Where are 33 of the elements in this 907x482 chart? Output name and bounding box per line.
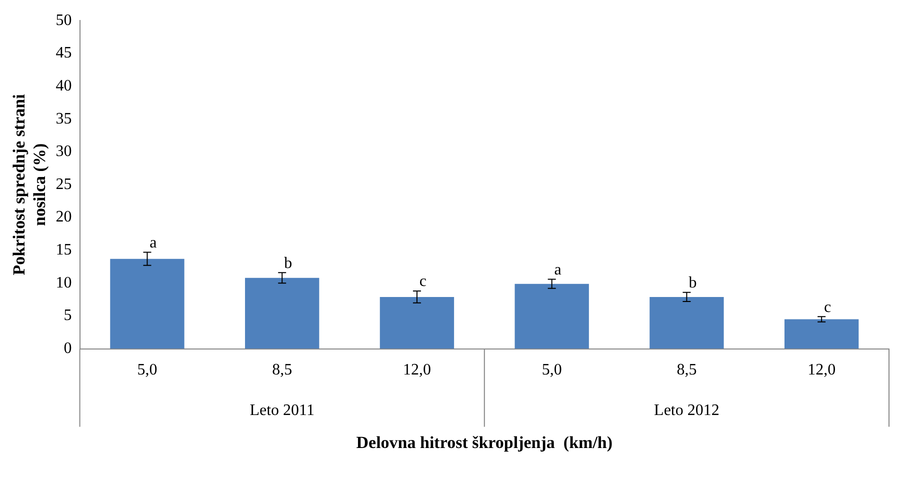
data-label: a bbox=[150, 234, 157, 252]
y-tick-label: 10 bbox=[56, 274, 72, 292]
data-label: c bbox=[419, 273, 427, 290]
y-tick-label: 20 bbox=[56, 208, 72, 226]
bar bbox=[110, 258, 184, 349]
y-tick-label: 5 bbox=[64, 307, 72, 324]
text: Leto 2012 bbox=[654, 402, 720, 420]
y-tick-label: 40 bbox=[56, 77, 72, 94]
bar bbox=[245, 278, 320, 349]
x-tick-label: 8,5 bbox=[272, 362, 292, 379]
y-axis-title: Pokritost sprednje strani nosilca (%) bbox=[10, 94, 49, 276]
data-label: c bbox=[824, 298, 832, 316]
y-tick-label: 15 bbox=[56, 242, 72, 259]
bar bbox=[784, 319, 859, 349]
x-tick-label: 12,0 bbox=[402, 362, 431, 379]
x-tick-label: 12,0 bbox=[808, 362, 836, 379]
data-label: b bbox=[688, 274, 697, 292]
y-tick-label: 50 bbox=[56, 12, 72, 29]
y-tick-label: 45 bbox=[56, 44, 72, 62]
data-label: b bbox=[284, 254, 292, 272]
text: Leto 2011 bbox=[250, 402, 314, 420]
x-axis-title: Delovna hitrost škropljenja (km/h) bbox=[356, 433, 613, 452]
y-tick-label: 25 bbox=[56, 176, 72, 193]
data-label: a bbox=[554, 261, 562, 278]
x-tick-label: 8,5 bbox=[676, 362, 697, 379]
bar bbox=[380, 296, 454, 349]
bar bbox=[650, 296, 724, 349]
x-tick-label: 5,0 bbox=[137, 362, 158, 379]
y-tick-label: 30 bbox=[56, 143, 72, 160]
y-tick-label: 0 bbox=[64, 340, 72, 358]
y-tick-label: 35 bbox=[56, 110, 72, 128]
bar bbox=[514, 284, 589, 349]
x-tick-label: 5,0 bbox=[542, 362, 562, 379]
